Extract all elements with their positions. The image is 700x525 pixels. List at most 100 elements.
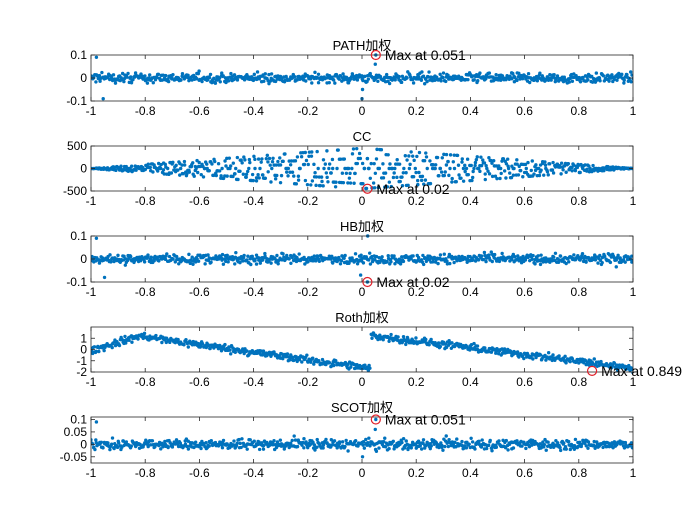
- data-point: [497, 439, 501, 443]
- x-tick-label: -0.4: [243, 466, 264, 480]
- data-point: [439, 170, 444, 174]
- data-point: [321, 443, 326, 447]
- data-point: [538, 71, 542, 75]
- data-point: [389, 260, 393, 264]
- data-point: [581, 75, 585, 80]
- data-point: [123, 334, 127, 339]
- data-point: [94, 236, 99, 240]
- data-point: [594, 71, 599, 75]
- max-annotation: Max at 0.849: [601, 363, 682, 379]
- data-point: [453, 440, 457, 445]
- data-point: [238, 441, 242, 446]
- y-tick-label: -0.1: [66, 275, 87, 289]
- data-point: [129, 444, 134, 448]
- data-point: [512, 79, 517, 84]
- data-point: [123, 263, 128, 267]
- data-point: [443, 444, 447, 449]
- data-point: [99, 440, 104, 444]
- data-point: [152, 259, 156, 263]
- data-point: [460, 439, 464, 444]
- data-point: [384, 72, 389, 77]
- data-point: [305, 182, 310, 187]
- data-point: [585, 167, 589, 172]
- data-point: [234, 166, 238, 171]
- data-point: [130, 340, 134, 344]
- data-point: [504, 176, 508, 180]
- data-point: [561, 168, 565, 172]
- data-point: [533, 262, 537, 266]
- data-point: [213, 159, 217, 164]
- data-point: [188, 261, 192, 266]
- data-point: [501, 157, 506, 161]
- x-tick-label: -0.6: [189, 285, 210, 299]
- data-point: [337, 440, 342, 444]
- data-point: [253, 258, 257, 263]
- data-point: [290, 255, 294, 260]
- data-point: [601, 74, 606, 78]
- data-point: [495, 176, 499, 181]
- max-marker: [586, 365, 598, 376]
- data-point: [515, 158, 519, 162]
- data-point: [94, 420, 99, 424]
- data-point: [348, 181, 353, 185]
- data-point: [171, 257, 175, 261]
- data-point: [327, 166, 331, 171]
- data-point: [293, 159, 298, 163]
- data-point: [156, 72, 161, 77]
- data-point: [249, 262, 253, 267]
- max-marker: [362, 183, 373, 194]
- data-point: [451, 160, 456, 164]
- data-point: [316, 72, 321, 77]
- data-point: [383, 445, 388, 449]
- data-point: [315, 149, 319, 154]
- data-point: [257, 176, 261, 180]
- data-point: [289, 441, 293, 445]
- data-point: [228, 348, 232, 352]
- data-point: [165, 166, 170, 171]
- data-point: [609, 76, 613, 80]
- x-tick-label: 0.2: [408, 466, 425, 480]
- data-point: [411, 81, 416, 85]
- y-tick-label: 0: [80, 162, 87, 176]
- data-point: [330, 157, 335, 162]
- data-point: [631, 445, 633, 449]
- data-point: [166, 445, 170, 450]
- data-point: [339, 157, 343, 161]
- data-point: [373, 186, 377, 190]
- data-point: [366, 77, 371, 81]
- data-point: [92, 345, 97, 349]
- data-point: [471, 257, 475, 262]
- data-point: [576, 163, 581, 168]
- data-point: [232, 439, 236, 443]
- data-point: [327, 360, 332, 365]
- data-point: [240, 161, 244, 165]
- data-point: [346, 166, 351, 171]
- data-point: [400, 440, 404, 445]
- data-point: [570, 79, 575, 83]
- x-tick-label: -0.6: [189, 466, 210, 480]
- data-point: [471, 169, 475, 174]
- data-point: [353, 252, 358, 256]
- data-point: [424, 337, 428, 342]
- data-point: [257, 256, 261, 260]
- data-point: [374, 449, 379, 453]
- data-point: [483, 172, 487, 176]
- data-point: [300, 443, 304, 447]
- data-point: [157, 259, 161, 263]
- data-point: [274, 163, 278, 167]
- data-point: [161, 168, 166, 172]
- data-point: [265, 256, 269, 261]
- data-point: [584, 260, 588, 264]
- data-point: [233, 262, 237, 266]
- data-point: [401, 171, 406, 175]
- data-point: [502, 169, 507, 173]
- data-point: [530, 159, 534, 163]
- data-point: [376, 79, 380, 83]
- data-point: [440, 156, 444, 160]
- data-point: [102, 275, 107, 280]
- x-tick-label: -0.6: [189, 194, 210, 208]
- data-point: [131, 77, 135, 82]
- data-point: [306, 260, 310, 264]
- data-point: [186, 345, 191, 349]
- data-point: [484, 164, 488, 168]
